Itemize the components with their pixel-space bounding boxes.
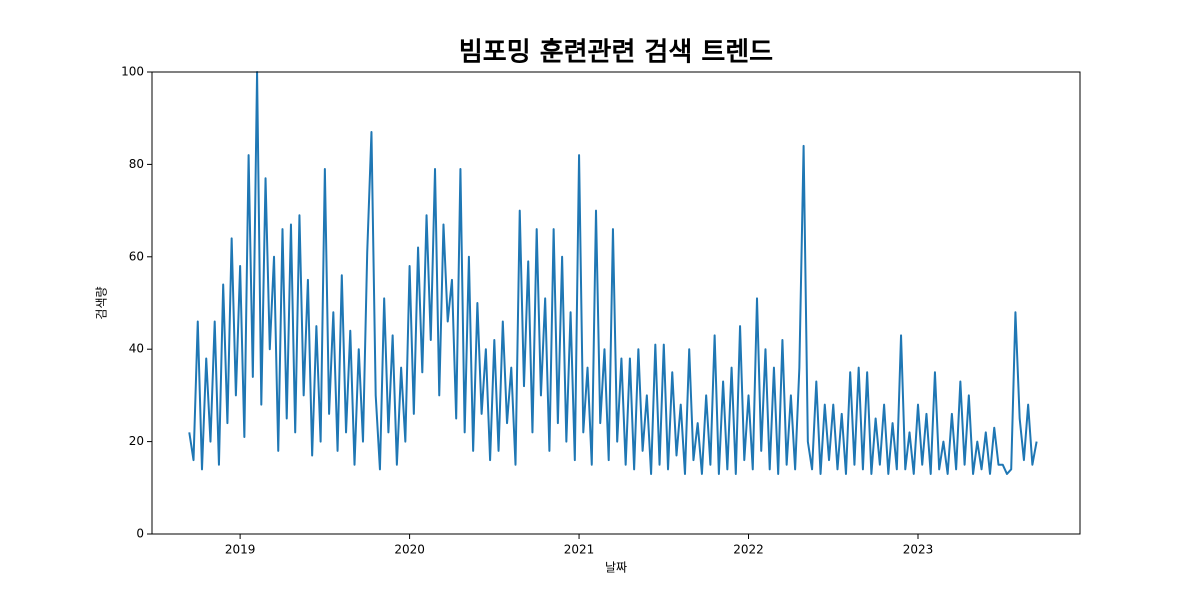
y-tick-label: 100 bbox=[121, 65, 144, 79]
y-tick-label: 60 bbox=[129, 249, 144, 263]
data-line bbox=[188, 71, 1038, 475]
y-tick-label: 40 bbox=[129, 342, 144, 356]
y-tick-label: 80 bbox=[129, 157, 144, 171]
plot-frame bbox=[151, 71, 1081, 535]
x-tick-label: 2022 bbox=[733, 543, 764, 557]
chart-title: 빔포밍 훈련관련 검색 트렌드 bbox=[459, 38, 773, 68]
y-tick-label: 20 bbox=[129, 434, 144, 448]
x-tick-label: 2019 bbox=[225, 543, 256, 557]
x-tick-label: 2023 bbox=[903, 543, 934, 557]
x-tick-label: 2020 bbox=[394, 543, 425, 557]
y-axis-label: 검색량 bbox=[95, 286, 109, 319]
x-axis-label: 날짜 bbox=[605, 561, 627, 575]
y-tick-label: 0 bbox=[136, 527, 144, 541]
x-tick-label: 2021 bbox=[564, 543, 595, 557]
